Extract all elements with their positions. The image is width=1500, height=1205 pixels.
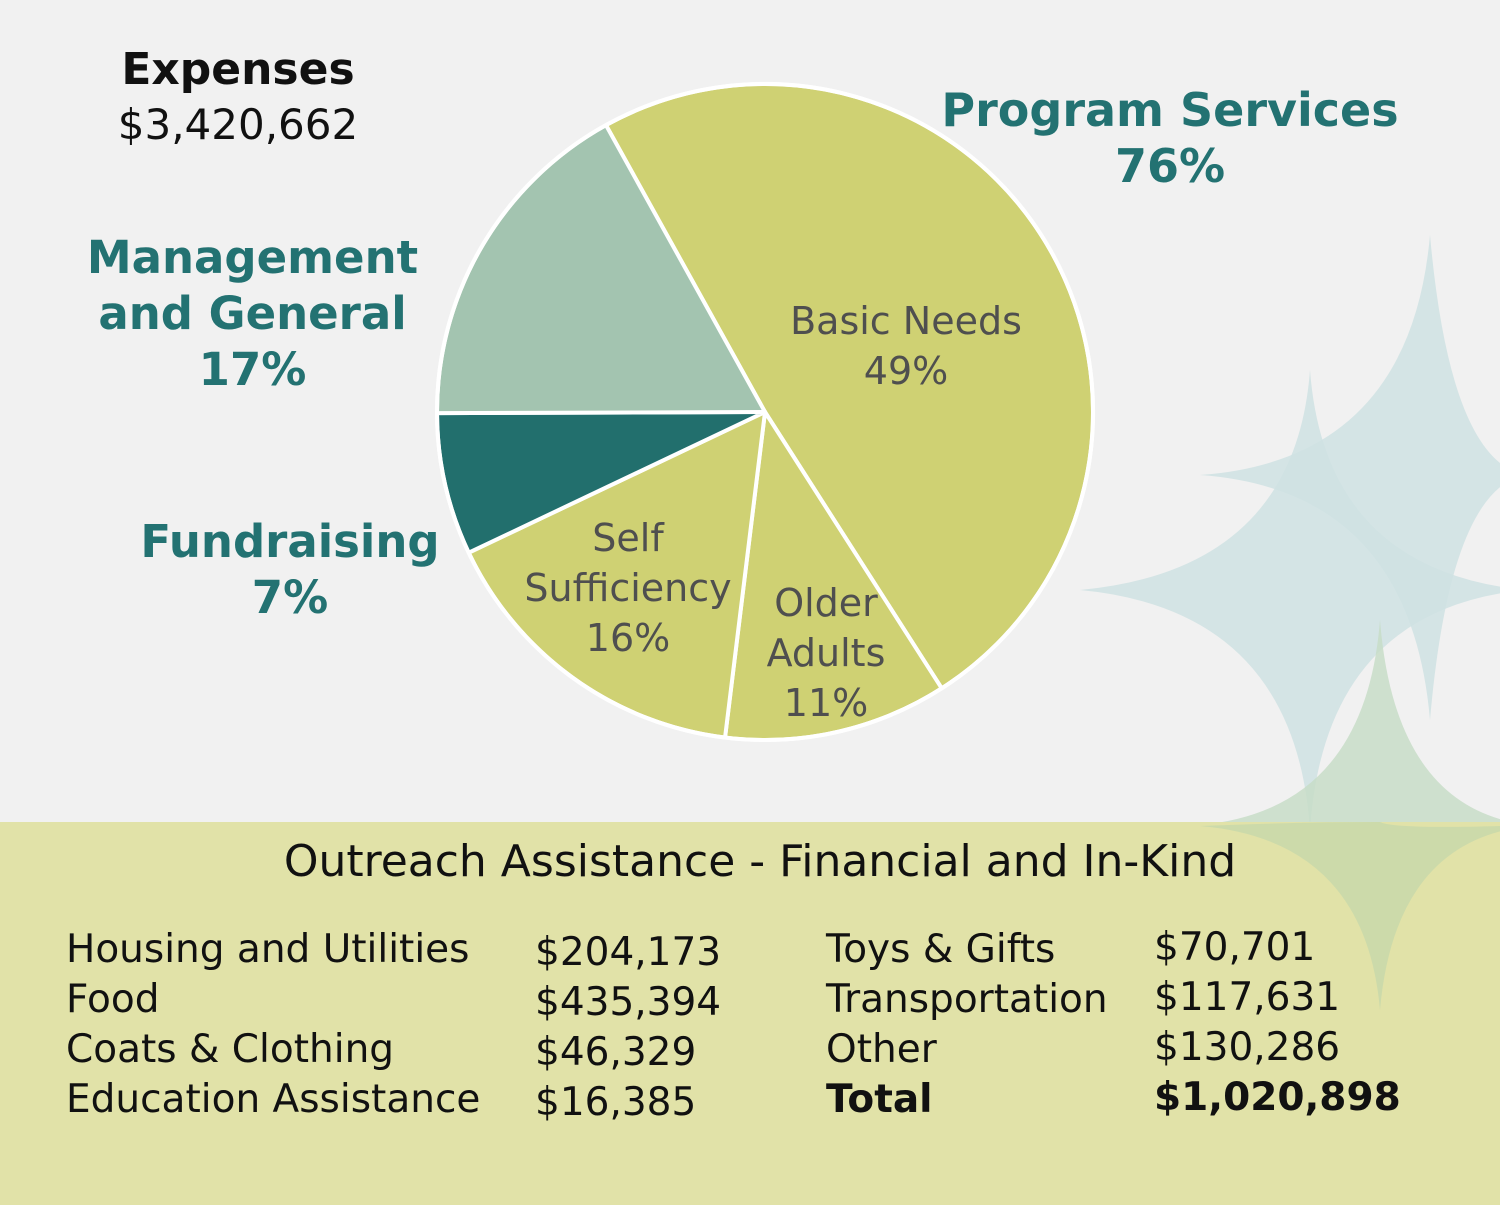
table-row-label: Education Assistance [66,1077,481,1122]
program-services-percent: 76% [1114,139,1226,193]
expenses-total: $3,420,662 [117,100,359,149]
basic-needs-name: Basic Needs [790,299,1022,343]
total-value: $1,020,898 [1154,1075,1401,1120]
table-row-value: $204,173 [535,930,722,975]
outreach-left-table: Housing and Utilities Food Coats & Cloth… [66,925,480,1125]
table-row-value: $70,701 [1154,925,1316,970]
table-row-value: $46,329 [535,1030,697,1075]
self-sufficiency-line2: Sufficiency [524,566,732,610]
outreach-title: Outreach Assistance - Financial and In-K… [283,836,1237,887]
self-sufficiency-line1: Self [592,516,664,560]
table-row-value: $435,394 [535,980,722,1025]
table-row-label: Toys & Gifts [826,927,1056,972]
older-adults-line2: Adults [766,631,886,675]
older-adults-line1: Older [774,581,878,625]
fundraising-label: Fundraising 7% [130,514,450,626]
basic-needs-label: Basic Needs 49% [756,296,1056,396]
outreach-left-values: $204,173 $435,394 $46,329 $16,385 [535,928,721,1128]
management-name-line2: and General [98,287,407,340]
pie-outline [435,82,1095,742]
self-sufficiency-label: Self Sufficiency 16% [508,513,748,663]
management-label: Management and General 17% [60,230,445,398]
basic-needs-percent: 49% [863,349,949,393]
table-row-label: Food [66,977,160,1022]
outreach-right-table: Toys & Gifts Transportation Other Total [826,925,1108,1125]
expenses-pie-chart [434,81,1096,742]
older-adults-label: Older Adults 11% [746,578,906,728]
sparkle-shape [1200,620,1500,1010]
total-label: Total [826,1077,933,1122]
expenses-title: Expenses [121,44,355,95]
fundraising-name: Fundraising [140,515,440,568]
management-percent: 17% [198,343,307,396]
table-row-value: $117,631 [1154,975,1341,1020]
outreach-right-values: $70,701 $117,631 $130,286 $1,020,898 [1154,923,1401,1123]
table-row-label: Housing and Utilities [66,927,470,972]
table-row-label: Other [826,1027,937,1072]
older-adults-percent: 11% [783,681,869,725]
management-name-line1: Management [86,231,419,284]
fundraising-percent: 7% [251,571,329,624]
table-row-label: Transportation [826,977,1108,1022]
program-services-label: Program Services 76% [930,82,1410,194]
table-row-value: $130,286 [1154,1025,1341,1070]
table-row-value: $16,385 [535,1080,697,1125]
table-row-label: Coats & Clothing [66,1027,395,1072]
program-services-name: Program Services [941,83,1399,137]
self-sufficiency-percent: 16% [585,616,671,660]
sparkle-shape [1080,370,1500,830]
